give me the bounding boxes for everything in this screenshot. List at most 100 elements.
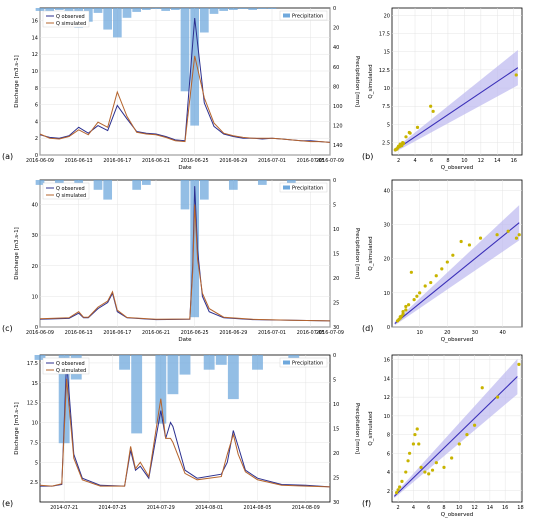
data-point — [417, 442, 421, 446]
x-tick-label: 2016-06-25 — [181, 158, 209, 164]
y2-tick-label: 5 — [333, 203, 336, 209]
x-tick-label: 2016-06-25 — [181, 330, 209, 336]
y-tick-label: 14 — [32, 35, 38, 41]
data-point — [404, 135, 408, 139]
x-tick-label: 6 — [427, 505, 430, 511]
y2-tick-label: 20 — [333, 276, 339, 282]
precipitation-bar — [252, 355, 263, 370]
legend-entry: Q observed — [56, 14, 85, 20]
data-point — [401, 141, 406, 145]
precipitation-bar — [58, 355, 70, 444]
y2-tick-label: 30 — [333, 500, 339, 506]
precipitation-bar — [112, 8, 122, 38]
data-point — [418, 291, 422, 295]
data-point — [401, 312, 405, 316]
data-point — [429, 104, 433, 108]
y-tick-label: 2.5 — [30, 480, 38, 486]
data-point — [415, 125, 420, 129]
y2-tick-label: 40 — [333, 45, 339, 51]
y2-tick-label: 20 — [333, 26, 339, 32]
y-tick-label: 30 — [32, 233, 38, 239]
precipitation-bar — [238, 8, 248, 9]
legend-entry: Q simulated — [56, 368, 86, 374]
legend-entry: Q simulated — [56, 193, 86, 199]
data-point — [398, 485, 402, 489]
precipitation-bar — [161, 8, 171, 11]
y-axis-label: Discharge [m3.s-1] — [14, 227, 20, 280]
y-tick-label: 5 — [35, 460, 38, 466]
y-tick-label: 10 — [32, 294, 38, 300]
y-tick-label: 6 — [387, 451, 390, 457]
legend-box — [42, 10, 90, 28]
x-axis-label: Date — [178, 337, 192, 343]
y-tick-label: 4 — [35, 119, 38, 125]
data-point — [517, 233, 521, 237]
series-line-simulated — [39, 204, 331, 322]
y-tick-label: 16 — [32, 19, 38, 25]
y2-axis-label: Precipitation [mm] — [354, 56, 360, 107]
x-axis-label: Q_observed — [441, 165, 474, 171]
y-tick-label: 6 — [35, 103, 38, 109]
data-point — [400, 479, 404, 484]
y-tick-label: 30 — [384, 222, 390, 228]
precipitation-bar — [203, 355, 215, 370]
precipitation-bar — [228, 8, 238, 10]
data-point — [517, 362, 521, 366]
y-axis-label: Discharge [m3.s-1] — [14, 402, 20, 455]
precipitation-bar — [228, 180, 238, 190]
y-tick-label: 7.5 — [30, 440, 38, 446]
panel-label: (e) — [2, 499, 13, 508]
precipitation-bar — [54, 8, 64, 10]
legend-swatch — [283, 13, 290, 18]
precipitation-bar — [248, 8, 258, 10]
data-point — [415, 294, 419, 298]
precipitation-bar — [190, 8, 200, 126]
data-point — [419, 465, 423, 469]
data-point — [465, 432, 469, 437]
confidence-band — [394, 358, 518, 499]
legend-box — [279, 357, 328, 368]
y-tick-label: 7.5 — [382, 104, 390, 110]
x-tick-label: 16 — [502, 505, 508, 511]
y-tick-label: 16 — [384, 358, 390, 364]
x-tick-label: 18 — [517, 505, 523, 511]
precipitation-bar — [179, 355, 191, 375]
y2-tick-label: 60 — [333, 65, 339, 71]
y-tick-label: 2 — [387, 489, 390, 495]
y-tick-label: 8 — [35, 86, 38, 92]
y-tick-label: 20 — [384, 13, 390, 19]
panel-e: 2.5 5 7.5 10 12.5 15 17.5 2014-07-21 2014-07-25 2… — [2, 353, 360, 511]
data-point — [429, 280, 433, 285]
y2-tick-label: 120 — [333, 124, 343, 130]
legend-swatch — [283, 360, 290, 365]
panel-c: 0 10 20 30 40 2016-06-09 2016-06-13 2016-06-17 2… — [2, 178, 360, 343]
x-axis-label: Q_observed — [441, 512, 474, 518]
x-tick-label: 2016-07-09 — [316, 158, 344, 164]
x-tick-label: 2014-08-01 — [195, 505, 223, 511]
precipitation-bar — [257, 180, 267, 185]
x-tick-label: 40 — [499, 330, 505, 336]
precipitation-bar — [122, 8, 132, 18]
y2-tick-label: 5 — [333, 378, 336, 384]
data-point — [404, 304, 408, 309]
data-point — [401, 310, 405, 314]
y-tick-label: 14 — [384, 376, 390, 382]
data-point — [514, 73, 518, 77]
y2-tick-label: 0 — [333, 178, 336, 184]
x-tick-label: 8 — [442, 505, 445, 511]
precipitation-bar — [180, 180, 190, 210]
data-point — [440, 267, 444, 271]
precipitation-bar — [151, 8, 161, 9]
precipitation-bar — [199, 8, 209, 33]
x-tick-label: 2016-07-05 — [297, 330, 325, 336]
y-tick-label: 10 — [384, 291, 390, 297]
y-tick-label: 0 — [35, 153, 38, 159]
precipitation-bar — [170, 8, 180, 10]
data-point — [427, 472, 431, 476]
precipitation-bar — [219, 8, 229, 11]
y-tick-label: 20 — [384, 257, 390, 263]
data-point — [480, 386, 484, 390]
panel-label: (f) — [362, 499, 371, 508]
legend-entry: Precipitation — [292, 14, 323, 20]
